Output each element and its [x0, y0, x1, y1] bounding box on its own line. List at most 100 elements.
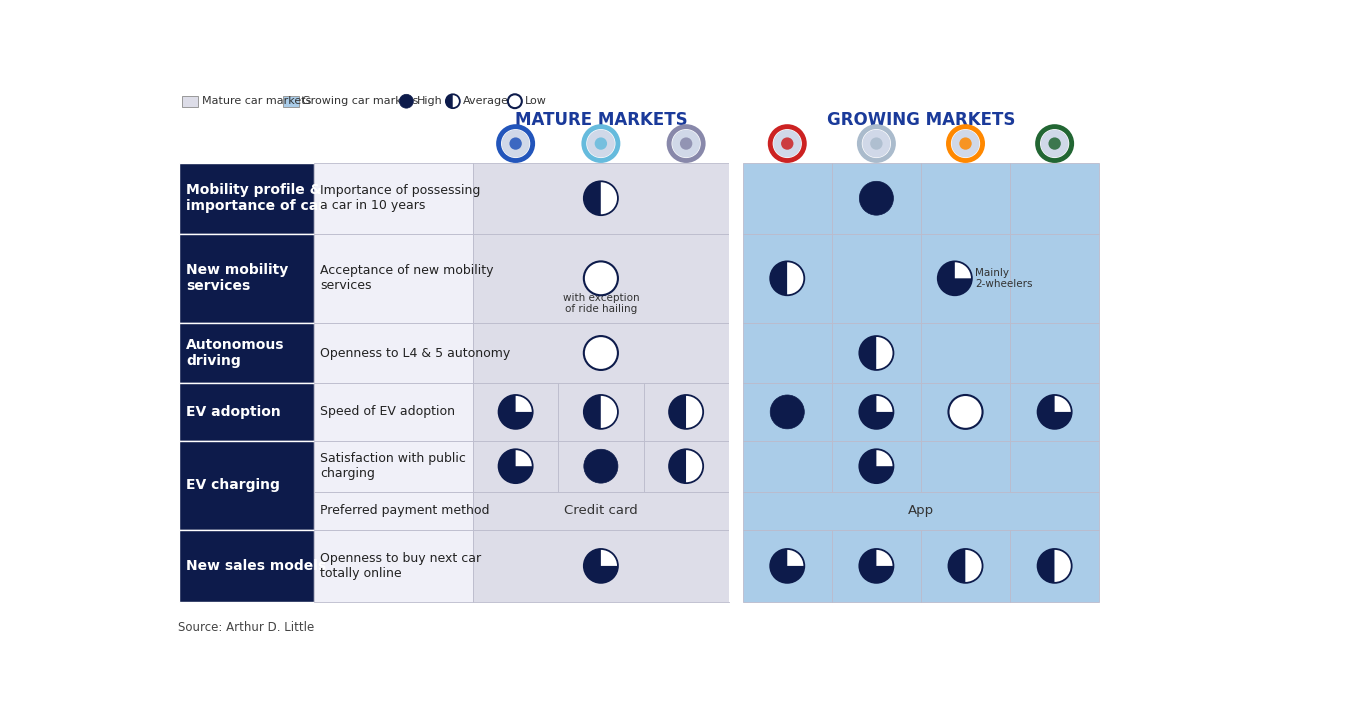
FancyBboxPatch shape — [743, 491, 1100, 530]
Circle shape — [583, 261, 617, 296]
FancyBboxPatch shape — [314, 383, 473, 440]
Wedge shape — [686, 449, 703, 483]
Circle shape — [583, 336, 617, 370]
Text: Openness to buy next car
totally online: Openness to buy next car totally online — [320, 552, 481, 580]
Wedge shape — [686, 395, 703, 429]
FancyBboxPatch shape — [314, 491, 473, 530]
Wedge shape — [955, 261, 971, 278]
Circle shape — [499, 127, 533, 160]
Text: Openness to L4 & 5 autonomy: Openness to L4 & 5 autonomy — [320, 347, 511, 360]
Wedge shape — [601, 549, 617, 566]
Circle shape — [948, 395, 982, 429]
FancyBboxPatch shape — [921, 323, 1009, 383]
FancyBboxPatch shape — [1009, 163, 1100, 234]
FancyBboxPatch shape — [314, 440, 473, 491]
FancyBboxPatch shape — [183, 96, 198, 106]
Circle shape — [669, 127, 703, 160]
Text: Satisfaction with public
charging: Satisfaction with public charging — [320, 452, 466, 480]
Text: Low: Low — [525, 96, 546, 106]
Wedge shape — [859, 395, 893, 429]
Text: Source: Arthur D. Little: Source: Arthur D. Little — [179, 621, 314, 634]
Wedge shape — [938, 261, 971, 296]
FancyBboxPatch shape — [314, 323, 473, 383]
Text: Growing car markets: Growing car markets — [302, 96, 419, 106]
Wedge shape — [499, 395, 533, 429]
Circle shape — [672, 130, 701, 157]
Wedge shape — [1055, 395, 1072, 412]
FancyBboxPatch shape — [179, 234, 314, 323]
Circle shape — [948, 127, 982, 160]
Circle shape — [770, 395, 805, 429]
Wedge shape — [787, 261, 805, 296]
FancyBboxPatch shape — [832, 440, 921, 491]
Circle shape — [859, 127, 893, 160]
FancyBboxPatch shape — [743, 234, 832, 323]
FancyBboxPatch shape — [179, 530, 314, 602]
Text: Acceptance of new mobility
services: Acceptance of new mobility services — [320, 264, 494, 293]
FancyBboxPatch shape — [743, 323, 832, 383]
Circle shape — [781, 138, 794, 150]
FancyBboxPatch shape — [314, 530, 473, 602]
Text: App: App — [908, 505, 934, 518]
FancyBboxPatch shape — [314, 234, 473, 323]
Wedge shape — [877, 549, 893, 566]
Text: Mainly
2-wheelers: Mainly 2-wheelers — [975, 267, 1033, 289]
FancyBboxPatch shape — [1009, 383, 1100, 440]
FancyBboxPatch shape — [643, 383, 728, 440]
Circle shape — [510, 138, 522, 150]
Text: GROWING MARKETS: GROWING MARKETS — [826, 111, 1015, 130]
Wedge shape — [1038, 395, 1072, 429]
FancyBboxPatch shape — [832, 163, 921, 234]
FancyBboxPatch shape — [283, 96, 299, 106]
Text: Average: Average — [463, 96, 510, 106]
Text: Importance of possessing
a car in 10 years: Importance of possessing a car in 10 yea… — [320, 184, 481, 213]
Circle shape — [501, 130, 530, 157]
Circle shape — [773, 130, 802, 157]
Circle shape — [680, 138, 693, 150]
FancyBboxPatch shape — [473, 163, 728, 234]
FancyBboxPatch shape — [179, 163, 314, 234]
FancyBboxPatch shape — [473, 234, 728, 323]
FancyBboxPatch shape — [473, 440, 559, 491]
Circle shape — [870, 138, 882, 150]
Text: New sales models: New sales models — [186, 559, 326, 573]
FancyBboxPatch shape — [1009, 323, 1100, 383]
Wedge shape — [859, 549, 893, 583]
FancyBboxPatch shape — [473, 323, 728, 383]
Wedge shape — [669, 395, 686, 429]
Wedge shape — [770, 549, 805, 583]
Wedge shape — [515, 395, 533, 412]
Circle shape — [508, 95, 522, 108]
FancyBboxPatch shape — [179, 383, 314, 440]
Text: MATURE MARKETS: MATURE MARKETS — [515, 111, 687, 130]
FancyBboxPatch shape — [921, 383, 1009, 440]
FancyBboxPatch shape — [921, 163, 1009, 234]
FancyBboxPatch shape — [1009, 530, 1100, 602]
Circle shape — [959, 138, 971, 150]
FancyBboxPatch shape — [832, 323, 921, 383]
Circle shape — [1041, 130, 1068, 157]
FancyBboxPatch shape — [832, 383, 921, 440]
Wedge shape — [445, 95, 454, 108]
Text: Mature car markets: Mature car markets — [202, 96, 311, 106]
FancyBboxPatch shape — [559, 383, 643, 440]
Wedge shape — [583, 395, 601, 429]
FancyBboxPatch shape — [473, 491, 728, 530]
FancyBboxPatch shape — [728, 163, 743, 602]
FancyBboxPatch shape — [473, 383, 559, 440]
Wedge shape — [770, 261, 787, 296]
Circle shape — [594, 138, 607, 150]
Wedge shape — [601, 395, 617, 429]
Text: Preferred payment method: Preferred payment method — [320, 505, 490, 518]
FancyBboxPatch shape — [743, 530, 832, 602]
Text: Speed of EV adoption: Speed of EV adoption — [320, 405, 455, 419]
Text: EV adoption: EV adoption — [186, 405, 281, 419]
FancyBboxPatch shape — [1009, 440, 1100, 491]
Wedge shape — [966, 549, 982, 583]
Circle shape — [1038, 127, 1072, 160]
Wedge shape — [877, 395, 893, 412]
Circle shape — [399, 95, 414, 108]
Circle shape — [952, 130, 979, 157]
FancyBboxPatch shape — [643, 440, 728, 491]
Wedge shape — [583, 549, 617, 583]
